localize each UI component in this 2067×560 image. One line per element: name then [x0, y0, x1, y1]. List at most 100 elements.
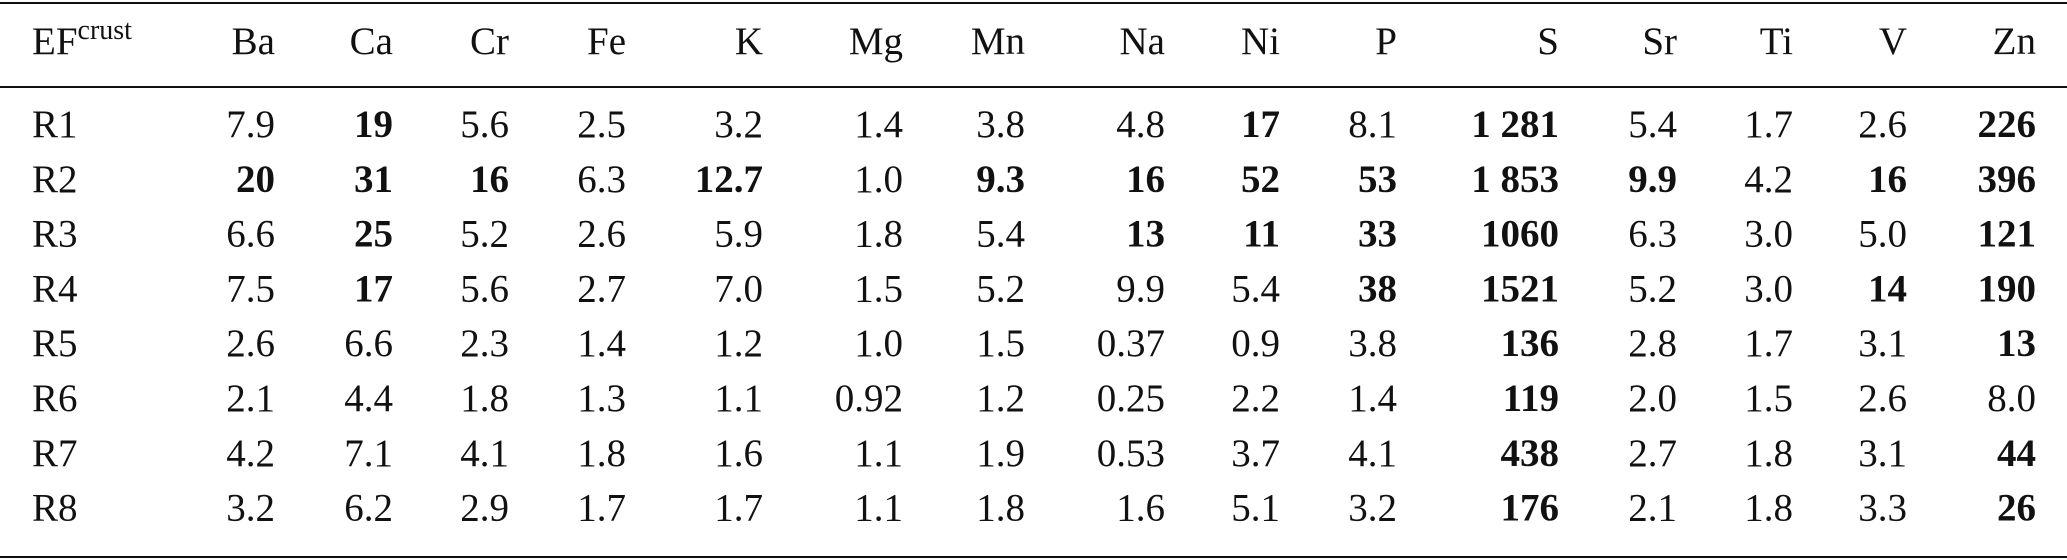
- cell: 3.2: [1348, 487, 1397, 530]
- cell: 44: [1997, 432, 2036, 475]
- cell: 3.0: [1744, 213, 1793, 256]
- cell: 14: [1868, 267, 1907, 310]
- cell: 8.1: [1348, 103, 1397, 146]
- cell: 2.6: [1858, 103, 1907, 146]
- cell: 0.37: [1097, 322, 1165, 365]
- corner-label: EFcrust: [32, 15, 132, 63]
- corner-superscript: crust: [78, 15, 133, 46]
- cell: 3.8: [976, 103, 1025, 146]
- cell: 5.6: [460, 103, 509, 146]
- row-label: R3: [32, 213, 78, 256]
- cell: 2.9: [460, 487, 509, 530]
- column-header: Ba: [232, 20, 275, 63]
- cell: 190: [1978, 267, 2037, 310]
- column-header: Cr: [470, 20, 509, 63]
- cell: 0.25: [1097, 377, 1165, 420]
- cell: 1.8: [577, 432, 626, 475]
- cell: 0.92: [835, 377, 903, 420]
- cell: 6.6: [226, 213, 275, 256]
- cell: 1 281: [1471, 103, 1559, 146]
- cell: 121: [1978, 213, 2037, 256]
- cell: 5.4: [1231, 267, 1280, 310]
- cell: 2.6: [1858, 377, 1907, 420]
- cell: 1.0: [854, 322, 903, 365]
- cell: 2.6: [226, 322, 275, 365]
- cell: 6.2: [344, 487, 393, 530]
- cell: 5.0: [1858, 213, 1907, 256]
- column-header: K: [735, 20, 763, 63]
- cell: 4.1: [1348, 432, 1397, 475]
- cell: 5.2: [460, 213, 509, 256]
- cell: 3.2: [226, 487, 275, 530]
- cell: 3.7: [1231, 432, 1280, 475]
- column-header: Sr: [1642, 20, 1677, 63]
- cell: 1060: [1481, 213, 1559, 256]
- cell: 1.4: [577, 322, 626, 365]
- cell: 1.9: [976, 432, 1025, 475]
- cell: 5.9: [714, 213, 763, 256]
- column-header: Ti: [1760, 20, 1793, 63]
- cell: 6.3: [1628, 213, 1677, 256]
- cell: 3.3: [1858, 487, 1907, 530]
- cell: 1.5: [976, 322, 1025, 365]
- cell: 5.6: [460, 267, 509, 310]
- cell: 1.8: [854, 213, 903, 256]
- cell: 7.5: [226, 267, 275, 310]
- cell: 6.3: [577, 158, 626, 201]
- cell: 25: [354, 213, 393, 256]
- cell: 1.7: [577, 487, 626, 530]
- cell: 2.0: [1628, 377, 1677, 420]
- cell: 2.1: [226, 377, 275, 420]
- cell: 7.9: [226, 103, 275, 146]
- cell: 2.7: [1628, 432, 1677, 475]
- cell: 26: [1997, 487, 2036, 530]
- cell: 176: [1501, 487, 1560, 530]
- cell: 9.9: [1116, 267, 1165, 310]
- column-header: P: [1375, 20, 1397, 63]
- cell: 5.4: [976, 213, 1025, 256]
- cell: 2.6: [577, 213, 626, 256]
- cell: 9.9: [1628, 158, 1677, 201]
- cell: 1.5: [1744, 377, 1793, 420]
- cell: 1.2: [714, 322, 763, 365]
- row-label: R4: [32, 267, 78, 310]
- cell: 1.1: [854, 432, 903, 475]
- cell: 0.53: [1097, 432, 1165, 475]
- row-label: R7: [32, 432, 78, 475]
- cell: 11: [1243, 213, 1280, 256]
- cell: 3.1: [1858, 432, 1907, 475]
- cell: 5.1: [1231, 487, 1280, 530]
- cell: 1521: [1481, 267, 1559, 310]
- cell: 396: [1978, 158, 2037, 201]
- cell: 1.6: [1116, 487, 1165, 530]
- cell: 4.2: [1744, 158, 1793, 201]
- column-header: S: [1537, 20, 1559, 63]
- cell: 3.1: [1858, 322, 1907, 365]
- cell: 1.8: [460, 377, 509, 420]
- cell: 1.3: [577, 377, 626, 420]
- row-label: R8: [32, 487, 78, 530]
- cell: 20: [236, 158, 275, 201]
- cell: 438: [1501, 432, 1560, 475]
- cell: 4.1: [460, 432, 509, 475]
- cell: 1.4: [854, 103, 903, 146]
- cell: 2.2: [1231, 377, 1280, 420]
- cell: 1.1: [854, 487, 903, 530]
- cell: 2.5: [577, 103, 626, 146]
- column-header: Ca: [350, 20, 393, 63]
- cell: 2.7: [577, 267, 626, 310]
- row-label: R1: [32, 103, 78, 146]
- cell: 5.4: [1628, 103, 1677, 146]
- cell: 3.2: [714, 103, 763, 146]
- column-header: Mn: [971, 20, 1025, 63]
- cell: 119: [1503, 377, 1559, 420]
- cell: 17: [354, 267, 393, 310]
- cell: 33: [1358, 213, 1397, 256]
- cell: 1 853: [1471, 158, 1559, 201]
- cell: 19: [354, 103, 393, 146]
- cell: 12.7: [695, 158, 763, 201]
- cell: 1.1: [714, 377, 763, 420]
- cell: 13: [1126, 213, 1165, 256]
